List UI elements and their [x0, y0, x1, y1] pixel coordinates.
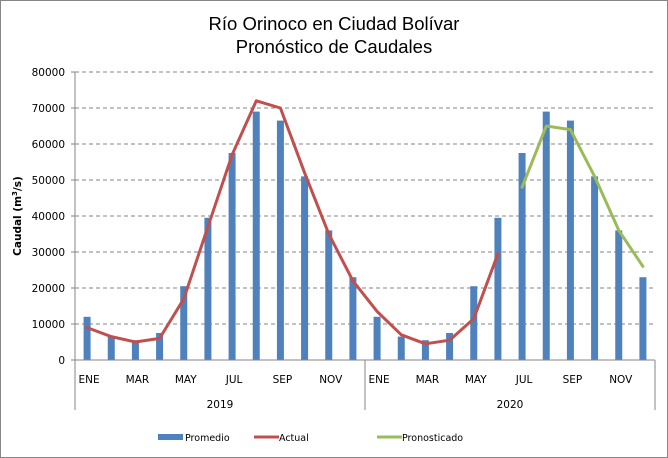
chart-title: Río Orinoco en Ciudad Bolívar Pronóstico…: [0, 12, 668, 58]
x-tick-label: JUL: [515, 374, 533, 386]
bar-promedio: [373, 316, 381, 360]
x-group-label: 2020: [497, 399, 524, 411]
axes: [74, 72, 656, 410]
bar-promedio: [156, 333, 164, 360]
bar-promedio: [107, 336, 115, 360]
x-tick-label: ENE: [79, 374, 100, 386]
y-tick-label: 50000: [32, 175, 65, 187]
bar-promedio: [325, 230, 333, 360]
legend-label-pronosticado: Pronosticado: [402, 433, 463, 444]
legend-label-actual: Actual: [279, 433, 309, 444]
line-pronosticado: [520, 124, 645, 268]
x-group-label: 2019: [207, 399, 234, 411]
x-tick-label: SEP: [273, 374, 293, 386]
legend-swatch-promedio: [158, 434, 183, 440]
bar-promedio: [639, 277, 647, 360]
bar-promedio: [518, 153, 526, 360]
legend: Promedio Actual Pronosticado: [158, 433, 463, 444]
y-tick-label: 40000: [32, 211, 65, 223]
x-tick-label: MAY: [465, 374, 487, 386]
bar-promedio: [446, 333, 454, 360]
gridlines: [71, 71, 655, 361]
bar-promedio: [131, 340, 139, 360]
bar-promedio: [397, 336, 405, 360]
bar-promedio: [228, 153, 236, 360]
chart-title-line-1: Río Orinoco en Ciudad Bolívar: [208, 13, 460, 34]
legend-label-promedio: Promedio: [185, 433, 230, 444]
bar-promedio: [591, 176, 599, 360]
bar-promedio: [566, 120, 574, 360]
bar-promedio: [494, 217, 502, 360]
y-tick-label: 10000: [32, 319, 65, 331]
y-tick-label: 20000: [32, 283, 65, 295]
x-tick-label: NOV: [319, 374, 343, 386]
y-tick-label: 80000: [32, 67, 65, 79]
y-tick-label: 30000: [32, 247, 65, 259]
y-axis-ticks: 0 10000 20000 30000 40000 50000 60000 70000 8000…: [32, 67, 65, 367]
bar-promedio: [542, 111, 550, 360]
y-tick-label: 60000: [32, 139, 65, 151]
bar-promedio: [276, 120, 284, 360]
x-tick-label: ENE: [369, 374, 390, 386]
bars: [83, 111, 647, 360]
y-tick-label: 0: [58, 355, 65, 367]
x-tick-label: MAR: [126, 374, 150, 386]
x-tick-label: SEP: [563, 374, 583, 386]
x-tick-label: MAR: [416, 374, 440, 386]
bar-promedio: [83, 316, 91, 360]
bar-promedio: [301, 176, 309, 360]
bar-promedio: [180, 286, 188, 360]
lines: [85, 99, 645, 346]
bar-promedio: [349, 277, 357, 360]
chart-title-line-2: Pronóstico de Caudales: [235, 36, 433, 57]
x-axis-labels: ENE MAR MAY JUL SEP NOV 2019 ENE MAR MAY JUL SEP NOV…: [79, 374, 634, 411]
y-tick-label: 70000: [32, 103, 65, 115]
line-actual: [85, 99, 500, 346]
x-tick-label: MAY: [175, 374, 197, 386]
bar-promedio: [470, 286, 478, 360]
bar-promedio: [421, 340, 429, 360]
bar-promedio: [615, 230, 623, 360]
bar-promedio: [252, 111, 260, 360]
y-axis-label: Caudal (m3/s): [11, 176, 24, 256]
x-tick-label: NOV: [609, 374, 633, 386]
x-tick-label: JUL: [225, 374, 243, 386]
bar-promedio: [204, 217, 212, 360]
